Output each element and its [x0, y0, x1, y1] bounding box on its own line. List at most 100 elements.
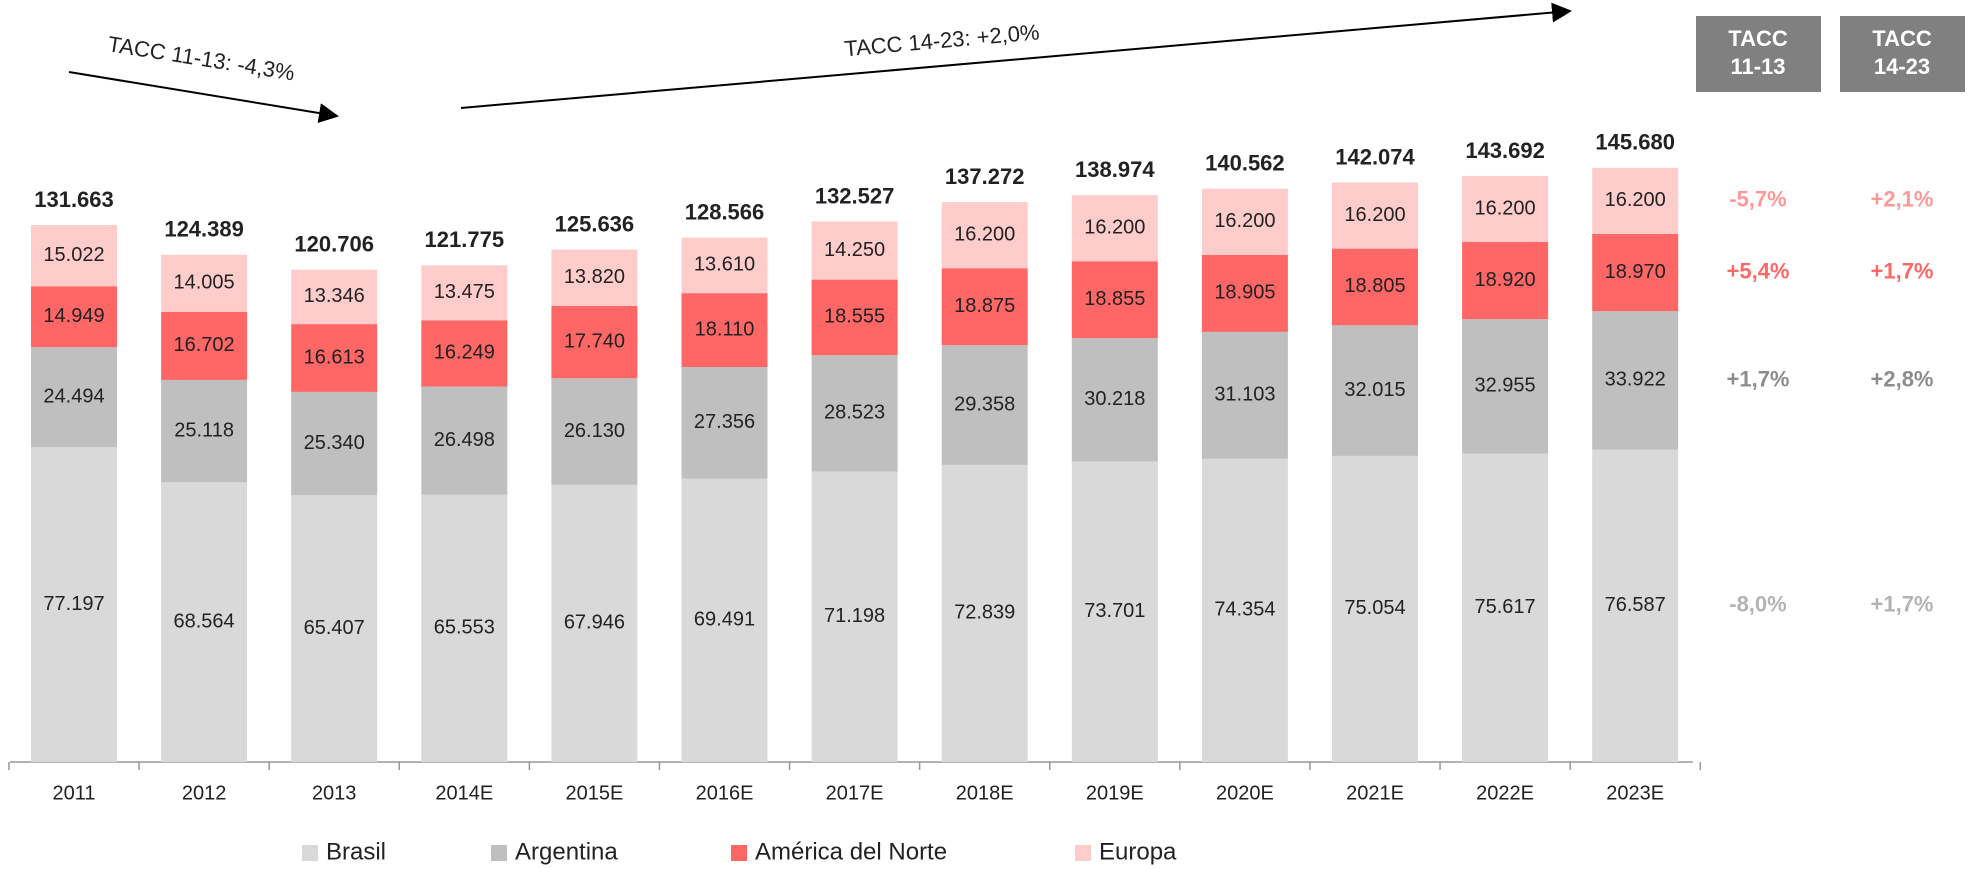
bar-segment: [1201, 331, 1288, 459]
total-label: 138.974: [1075, 157, 1155, 182]
x-tick-label: 2021E: [1346, 782, 1404, 804]
bar-segment: [1592, 311, 1679, 450]
cagr-label: +2,1%: [1871, 187, 1934, 212]
value-label: 69.491: [694, 609, 755, 631]
bar-segment: [811, 221, 898, 280]
bar-segment: [681, 293, 768, 368]
total-label: 137.272: [945, 164, 1025, 189]
value-label: 14.250: [824, 239, 885, 261]
bar-segment: [941, 464, 1028, 762]
bar-segment: [31, 225, 117, 287]
value-label: 18.920: [1475, 269, 1536, 291]
annotation: TACC 11-13: -4,3%: [106, 31, 296, 85]
value-label: 18.805: [1344, 275, 1405, 297]
value-label: 16.200: [1084, 216, 1145, 238]
value-label: 16.200: [1214, 210, 1275, 232]
bar-segment: [161, 379, 248, 483]
bar-segment: [1071, 338, 1158, 462]
bar-segment: [291, 391, 378, 496]
value-label: 14.949: [43, 305, 104, 327]
total-label: 132.527: [815, 183, 895, 208]
x-tick-label: 2023E: [1606, 782, 1664, 804]
bar-segment: [551, 249, 638, 306]
total-label: 120.706: [294, 232, 374, 257]
header-label: 11-13: [1730, 54, 1785, 79]
value-label: 18.970: [1605, 261, 1666, 283]
total-label: 124.389: [164, 216, 244, 241]
bar-segment: [811, 355, 898, 472]
x-tick-label: 2011: [52, 782, 95, 804]
x-tick-label: 2012: [182, 782, 227, 804]
x-tick-label: 2018E: [956, 782, 1014, 804]
value-label: 77.197: [43, 593, 104, 615]
value-label: 18.855: [1084, 288, 1145, 310]
bar-segment: [31, 347, 117, 448]
bar-segment: [1071, 261, 1158, 339]
bar-segment: [941, 202, 1028, 269]
legend-label: Brasil: [326, 838, 386, 865]
value-label: 25.340: [304, 432, 365, 454]
cagr-label: +5,4%: [1727, 258, 1790, 283]
bar-segment: [1201, 254, 1288, 332]
arrow: [460, 2, 1572, 109]
legend-swatch: [1075, 845, 1091, 861]
bar-segment: [1201, 188, 1288, 255]
bar-segment: [421, 494, 508, 762]
value-label: 15.022: [43, 244, 104, 266]
bar-segment: [1462, 242, 1549, 320]
value-label: 14.005: [174, 272, 235, 294]
cagr-label: +1,7%: [1871, 258, 1934, 283]
bar-segment: [681, 478, 768, 762]
cagr-label: +1,7%: [1727, 366, 1790, 391]
value-label: 13.820: [564, 266, 625, 288]
value-label: 18.555: [824, 306, 885, 328]
annotation: TACC 14-23: +2,0%: [843, 19, 1040, 61]
arrow: [68, 71, 339, 123]
value-label: 74.354: [1214, 599, 1275, 621]
bar-segment: [811, 279, 898, 356]
value-label: 24.494: [43, 385, 104, 407]
x-tick-label: 2022E: [1476, 782, 1534, 804]
value-label: 16.200: [1605, 189, 1666, 211]
header-label: 14-23: [1874, 54, 1930, 79]
bar-segment: [161, 254, 248, 312]
bar-segment: [1462, 453, 1549, 762]
bar-segment: [941, 268, 1028, 346]
bar-segment: [1332, 325, 1418, 456]
total-label: 128.566: [685, 199, 765, 224]
value-label: 65.553: [434, 617, 495, 639]
value-label: 16.613: [304, 346, 365, 368]
bar-segment: [551, 484, 638, 762]
value-label: 76.587: [1605, 594, 1666, 616]
value-label: 75.617: [1475, 596, 1536, 618]
x-tick-label: 2015E: [565, 782, 623, 804]
bar-segment: [1201, 458, 1288, 762]
bar-segment: [1332, 248, 1418, 326]
value-label: 73.701: [1084, 600, 1145, 622]
value-label: 32.015: [1344, 379, 1405, 401]
value-label: 16.249: [434, 342, 495, 364]
cagr-label: -5,7%: [1729, 187, 1786, 212]
legend-swatch: [491, 845, 507, 861]
bar-segment: [291, 269, 378, 325]
legend-swatch: [302, 845, 318, 861]
header-box: [1696, 16, 1821, 92]
bar-segment: [681, 367, 768, 479]
value-label: 13.475: [434, 281, 495, 303]
cagr-label: +2,8%: [1871, 366, 1934, 391]
x-tick-label: 2017E: [826, 782, 884, 804]
value-label: 18.875: [954, 295, 1015, 317]
total-label: 143.692: [1465, 138, 1545, 163]
value-label: 25.118: [174, 419, 234, 441]
value-label: 72.839: [954, 602, 1015, 624]
value-label: 32.955: [1475, 375, 1536, 397]
total-label: 131.663: [34, 187, 114, 212]
x-tick-label: 2013: [312, 782, 357, 804]
x-tick-label: 2020E: [1216, 782, 1274, 804]
value-label: 16.702: [174, 334, 235, 356]
bar-segment: [421, 386, 508, 495]
bar-segment: [551, 378, 638, 485]
bar-segment: [161, 482, 248, 762]
bar-segment: [1592, 233, 1679, 312]
value-label: 13.610: [694, 254, 755, 276]
